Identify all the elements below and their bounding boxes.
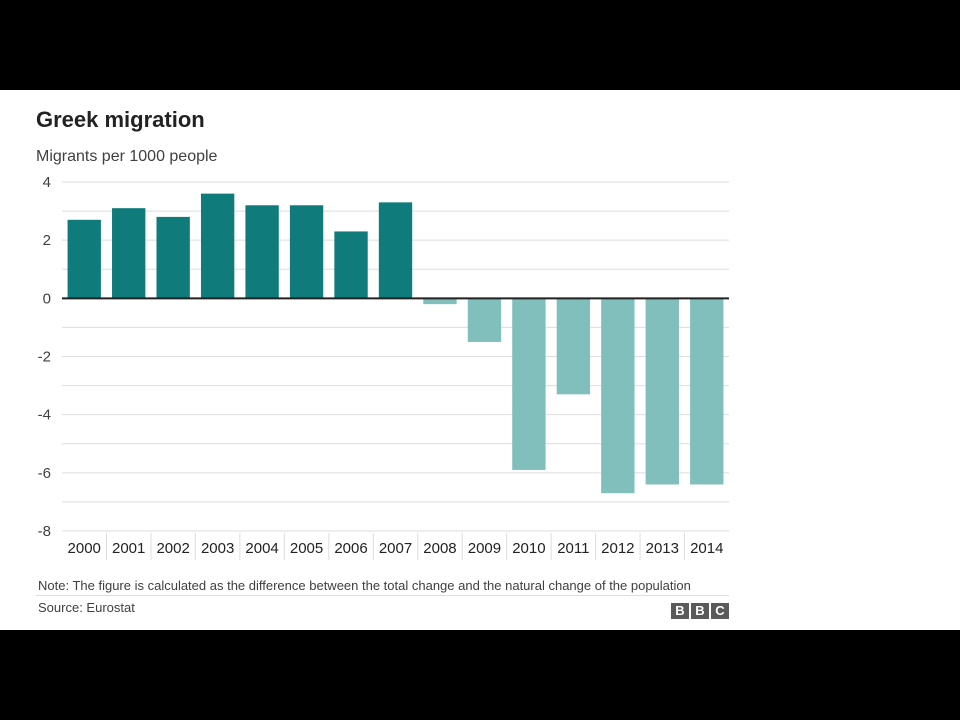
bar [245,205,279,299]
bar [67,219,101,299]
chart-note: Note: The figure is calculated as the di… [38,578,691,593]
y-tick-label: -8 [38,523,51,540]
x-tick-label: 2009 [468,540,501,557]
bar [556,298,591,395]
bar [512,298,546,470]
x-tick-label: 2013 [646,540,679,557]
x-tick-label: 2007 [379,540,412,557]
x-tick-label: 2002 [156,540,189,557]
x-tick-label: 2001 [112,540,145,557]
x-tick-label: 2003 [201,540,234,557]
bar [156,216,190,299]
chart-panel: Greek migration Migrants per 1000 people… [0,90,960,630]
y-tick-label: 0 [43,290,51,307]
chart-title: Greek migration [36,107,205,132]
x-tick-label: 2004 [245,540,278,557]
bar [645,298,679,485]
footer-divider [36,595,729,596]
y-axis-label: Migrants per 1000 people [36,148,218,165]
bar [601,298,635,494]
x-tick-label: 2010 [512,540,545,557]
y-tick-label: 2 [43,232,51,249]
bbc-logo: B B C [671,603,729,619]
bar [378,202,413,299]
x-tick-label: 2012 [601,540,634,557]
y-tick-label: -4 [38,407,51,424]
x-tick-label: 2014 [690,540,723,557]
y-tick-label: 4 [43,174,51,191]
x-tick-label: 2011 [557,540,589,557]
bar [289,205,324,299]
bar [334,231,368,299]
x-tick-label: 2008 [423,540,456,557]
y-tick-label: -2 [38,349,51,366]
x-tick-label: 2000 [68,540,101,557]
bar [112,208,146,299]
x-tick-label: 2006 [334,540,367,557]
bar-chart: 4 2 0 -2 -4 -6 -8 2000 2001 2002 2003 2004 2005 2006 2… [38,174,729,560]
y-tick-label: -6 [38,465,51,482]
bar [200,193,235,299]
chart-source: Source: Eurostat [38,600,135,615]
bbc-logo-letter-1: B [671,603,689,619]
bar [690,298,724,485]
bbc-logo-letter-3: C [711,603,729,619]
bar [467,298,502,342]
x-tick-label: 2005 [290,540,323,557]
bar [423,298,457,305]
bbc-logo-letter-2: B [691,603,709,619]
